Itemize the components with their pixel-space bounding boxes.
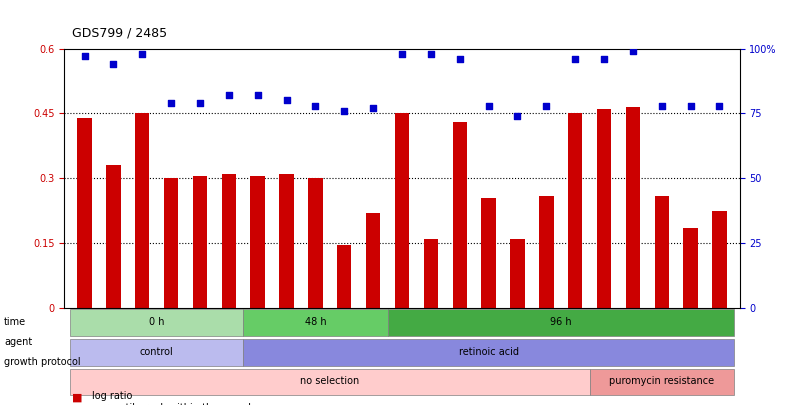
Bar	[135, 113, 149, 308]
Point	[337, 108, 350, 114]
FancyBboxPatch shape	[243, 339, 733, 366]
Point	[453, 56, 466, 62]
Text: control: control	[140, 347, 173, 357]
Text: growth protocol: growth protocol	[4, 358, 80, 367]
Point	[107, 61, 120, 67]
Point	[424, 51, 437, 57]
Bar	[510, 239, 524, 308]
Text: 96 h: 96 h	[549, 317, 571, 327]
Bar	[193, 176, 207, 308]
Bar	[164, 178, 178, 308]
Point	[366, 105, 379, 111]
Point	[626, 48, 638, 54]
Bar	[308, 178, 322, 308]
FancyBboxPatch shape	[70, 369, 589, 395]
Point	[165, 100, 177, 106]
Point	[597, 56, 609, 62]
Point	[308, 102, 321, 109]
Point	[683, 102, 696, 109]
Point	[136, 51, 149, 57]
Text: retinoic acid: retinoic acid	[458, 347, 518, 357]
Text: agent: agent	[4, 337, 32, 347]
Bar	[279, 174, 293, 308]
Text: log ratio: log ratio	[92, 391, 132, 401]
Bar	[452, 122, 467, 308]
Bar	[567, 113, 581, 308]
Point	[222, 92, 235, 98]
Bar	[711, 211, 726, 308]
Point	[78, 53, 91, 60]
Point	[568, 56, 581, 62]
Point	[539, 102, 552, 109]
Point	[395, 51, 408, 57]
FancyBboxPatch shape	[387, 309, 733, 336]
Point	[482, 102, 495, 109]
Text: ■: ■	[72, 393, 83, 403]
Point	[712, 102, 725, 109]
Bar	[654, 196, 668, 308]
Bar	[539, 196, 552, 308]
Point	[251, 92, 264, 98]
Bar	[596, 109, 610, 308]
Text: no selection: no selection	[300, 377, 359, 386]
Bar	[251, 176, 264, 308]
Point	[654, 102, 667, 109]
Text: time: time	[4, 317, 26, 327]
Text: 0 h: 0 h	[149, 317, 165, 327]
Text: 48 h: 48 h	[304, 317, 326, 327]
Bar	[394, 113, 409, 308]
Bar	[625, 107, 639, 308]
Bar	[77, 118, 92, 308]
Bar	[481, 198, 495, 308]
Bar	[683, 228, 697, 308]
Bar	[222, 174, 236, 308]
Text: GDS799 / 2485: GDS799 / 2485	[72, 26, 167, 39]
FancyBboxPatch shape	[70, 309, 243, 336]
Point	[511, 113, 524, 119]
Bar	[106, 165, 120, 308]
Point	[279, 97, 292, 104]
Bar	[336, 245, 351, 308]
Bar	[423, 239, 438, 308]
FancyBboxPatch shape	[70, 339, 243, 366]
Bar	[365, 213, 380, 308]
Point	[194, 100, 206, 106]
FancyBboxPatch shape	[243, 309, 387, 336]
Text: percentile rank within the sample: percentile rank within the sample	[92, 403, 257, 405]
Text: puromycin resistance: puromycin resistance	[609, 377, 713, 386]
FancyBboxPatch shape	[589, 369, 733, 395]
